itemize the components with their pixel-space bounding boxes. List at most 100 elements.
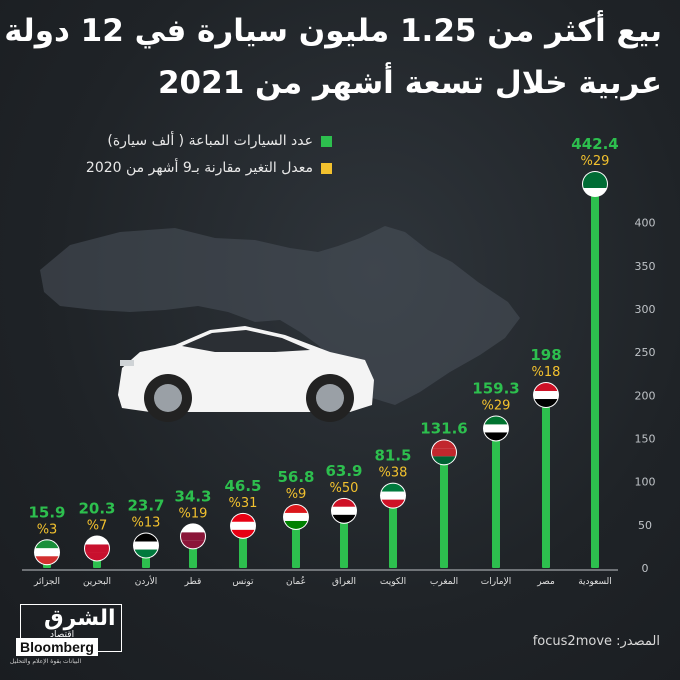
jordan-flag-icon <box>133 532 159 559</box>
bar <box>340 512 348 568</box>
value-label: 198 <box>530 346 561 364</box>
value-label: 20.3 <box>78 499 115 517</box>
flag-stripe-top <box>381 483 405 492</box>
change-label: %3 <box>37 522 58 537</box>
legend-item-units-sold: عدد السيارات المباعة ( ألف سيارة) <box>107 133 332 149</box>
value-label: 131.6 <box>420 419 467 437</box>
y-tick-label: 50 <box>638 519 652 532</box>
change-label: %29 <box>581 154 610 169</box>
iraq-flag-icon <box>331 497 357 524</box>
flag-stripes <box>35 540 59 565</box>
value-label: 34.3 <box>174 487 211 505</box>
category-label: مصر <box>536 577 555 587</box>
flag-stripes <box>583 172 607 196</box>
flag-stripe-mid <box>231 521 255 530</box>
logo-sub: اقتصاد <box>50 630 75 640</box>
legend-item-change-rate: معدل التغير مقارنة بـ9 أشهر من 2020 <box>86 160 332 176</box>
asharq-bloomberg-logo: الشرق اقتصاد Bloomberg البيانات بقوة الإ… <box>10 598 134 666</box>
flag-stripes <box>284 504 308 529</box>
category-label: العراق <box>332 577 356 587</box>
flag-stripe-top <box>583 172 607 180</box>
flag-stripes <box>231 513 255 538</box>
flag-stripe-mid <box>484 424 508 433</box>
bar <box>591 186 599 568</box>
logo-tagline: البيانات بقوة الإعلام والتحليل <box>10 658 82 665</box>
category-label: البحرين <box>83 577 111 587</box>
bar <box>440 454 448 568</box>
flag-stripe-bottom <box>381 499 405 508</box>
flag-stripe-bottom <box>284 520 308 529</box>
value-label: 56.8 <box>277 468 314 486</box>
change-label: %18 <box>532 365 561 380</box>
change-label: %31 <box>229 496 258 511</box>
change-label: %7 <box>87 518 108 533</box>
algeria-flag-icon <box>34 539 60 566</box>
flag-stripe-top <box>35 540 59 549</box>
flag-stripe-top <box>484 416 508 425</box>
logo-name: الشرق <box>44 606 116 631</box>
kuwait-flag-icon <box>380 482 406 509</box>
y-tick-label: 350 <box>635 260 656 273</box>
value-label: 46.5 <box>224 477 261 495</box>
change-label: %50 <box>330 481 359 496</box>
flag-stripe-top <box>181 524 205 533</box>
flag-stripes <box>432 440 456 465</box>
value-label: 159.3 <box>472 379 519 397</box>
legend-swatch-green <box>321 135 332 147</box>
category-label: الإمارات <box>481 577 512 587</box>
oman-flag-icon <box>283 503 309 530</box>
category-label: المغرب <box>430 577 458 587</box>
bar <box>492 430 500 568</box>
flag-stripes <box>181 524 205 549</box>
legend-label-units-sold: عدد السيارات المباعة ( ألف سيارة) <box>107 133 313 149</box>
flag-stripe-bottom <box>484 432 508 441</box>
flag-stripe-mid <box>181 532 205 541</box>
flag-stripes <box>484 416 508 441</box>
y-tick-label: 250 <box>635 346 656 359</box>
flag-stripes <box>332 498 356 523</box>
tunisia-flag-icon <box>230 512 256 539</box>
arab-world-map <box>40 226 520 405</box>
legend-label-change-rate: معدل التغير مقارنة بـ9 أشهر من 2020 <box>85 160 313 176</box>
flag-stripe-bottom <box>432 456 456 465</box>
category-label: الأردن <box>135 575 158 587</box>
category-label: عُمان <box>286 576 306 587</box>
flag-stripe-mid <box>432 448 456 457</box>
morocco-flag-icon <box>431 439 457 466</box>
category-label: السعودية <box>578 577 612 587</box>
uae-flag-icon <box>483 415 509 442</box>
bar <box>389 497 397 568</box>
source-note: المصدر: focus2move <box>532 634 660 649</box>
egypt-flag-icon <box>533 382 559 409</box>
value-label: 81.5 <box>374 447 411 465</box>
flag-stripe-bottom <box>134 549 158 558</box>
flag-stripes <box>85 536 109 561</box>
flag-stripe-top <box>231 513 255 522</box>
category-label: قطر <box>184 577 202 587</box>
value-label: 63.9 <box>325 462 362 480</box>
flag-stripe-bottom <box>583 188 607 196</box>
bahrain-flag-icon <box>84 535 110 562</box>
flag-stripes <box>534 383 558 408</box>
change-label: %13 <box>132 516 161 531</box>
flag-stripe-mid <box>381 491 405 500</box>
y-tick-label: 150 <box>635 432 656 445</box>
value-label: 23.7 <box>127 497 164 515</box>
qatar-flag-icon <box>180 523 206 550</box>
y-tick-label: 300 <box>635 303 656 316</box>
flag-stripe-mid <box>134 541 158 550</box>
flag-stripe-top <box>85 536 109 545</box>
bar <box>292 518 300 568</box>
flag-stripe-mid <box>85 544 109 553</box>
flag-stripe-bottom <box>332 514 356 523</box>
flag-stripe-mid <box>583 180 607 188</box>
category-label: تونس <box>232 577 254 587</box>
flag-stripe-bottom <box>181 540 205 549</box>
flag-stripe-top <box>134 533 158 542</box>
y-tick-label: 200 <box>635 389 656 402</box>
flag-stripe-mid <box>35 548 59 557</box>
value-label: 15.9 <box>28 503 65 521</box>
flag-stripe-top <box>534 383 558 392</box>
